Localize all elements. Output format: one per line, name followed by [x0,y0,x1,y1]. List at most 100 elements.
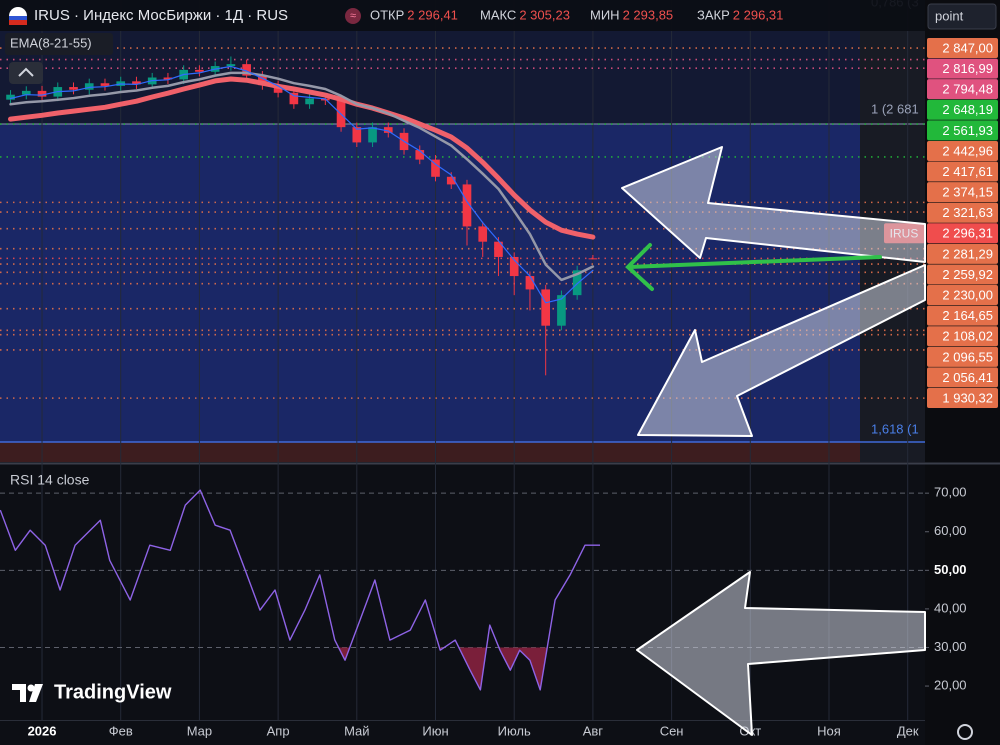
candle-body [525,276,535,290]
candle-body [494,241,503,257]
price-tag-label: 2 794,48 [942,82,993,97]
price-tag [927,223,998,244]
y-tick-label: 60,00 [934,523,967,538]
ohlc-value: 2 293,85 [623,7,674,22]
candle-body [588,258,598,260]
ema-line [9,71,595,282]
x-tick-label: Авг [583,723,604,738]
price-tag-label: 2 847,00 [942,40,993,55]
candle-body [557,295,566,326]
green-arrow-head [625,243,654,291]
candle-body [368,127,377,143]
arrow-drawing[interactable] [637,264,926,437]
collapse-button[interactable] [9,62,43,84]
price-tag [927,202,998,223]
price-tag [927,99,998,120]
price-tag [927,79,998,100]
candle-body [258,75,267,86]
rsi-line [0,489,600,691]
indicator-box[interactable] [5,33,113,55]
x-tick-label: Июн [422,723,448,738]
candle-body [100,83,110,86]
candle-body [383,127,393,133]
ohlc-value: 2 296,41 [407,7,458,22]
candle-body [289,92,299,105]
ohlc-label: МИН [590,7,620,22]
candle-body [415,150,425,160]
candle-body [446,176,456,185]
ohlc-value: 2 296,31 [733,7,784,22]
price-tag [927,38,998,58]
price-tag-label: 2 230,00 [942,287,993,302]
candle-body [163,77,173,80]
price-tag-label: 2 648,19 [942,102,993,117]
indicator-label: EMA(8-21-55) [10,35,92,50]
price-tag [927,161,998,182]
price-tag-label: 2 374,15 [942,185,993,200]
candle-body [195,69,204,72]
rsi-pane [0,489,925,691]
price-tag-label: 1 930,32 [942,390,993,405]
candle-body [84,83,94,90]
x-tick-label: Мар [187,723,212,738]
candle-body [431,159,440,177]
flag-icon [9,16,27,20]
rsi-oversold-fill [0,647,600,690]
price-tag [927,326,998,347]
candle-body [6,94,15,100]
candle-body [242,64,251,76]
candle-body [509,256,519,277]
candle-body [273,85,283,93]
price-tag-label: 2 417,61 [942,164,993,179]
price-tag [927,182,998,203]
price-pane [0,47,925,399]
y-tick-label: 40,00 [934,600,967,615]
price-tag-label: 2 281,29 [942,246,993,261]
fib-label: 1 (2 681 [871,101,919,116]
price-tag [927,388,998,408]
price-tag-label: 2 296,31 [942,226,993,241]
tv-logo-mark [27,684,35,692]
source-icon [345,8,361,24]
x-tick-label: 2026 [28,723,57,738]
candle-body [21,90,31,95]
arrow-drawings [621,146,926,736]
price-tag-label: 2 096,55 [942,349,993,364]
price-tag-label: 2 259,92 [942,267,993,282]
price-tag [927,120,998,141]
price-tag-label: 2 561,93 [942,123,993,138]
settings-icon[interactable] [957,724,973,740]
collapse-icon [18,67,34,77]
arrow-drawing[interactable] [621,146,926,263]
price-tag [927,264,998,285]
price-tag-label: 2 442,96 [942,143,993,158]
ohlc-label: ЗАКР [697,7,730,22]
candle-body [352,127,362,143]
rsi-title: RSI 14 close [10,472,90,488]
x-tick-label: Июль [498,723,531,738]
ohlc-header: ОТКР 2 296,41 МАКС 2 305,23 МИН 2 293,85 ЗАКР 2… [370,7,783,22]
price-tag [927,346,998,367]
candle-body [37,90,47,97]
x-tick-label: Фев [109,723,133,738]
candle-body [572,270,582,296]
candle-body [69,87,78,90]
symbol-title: IRUS · Индекс МосБиржи · 1Д · RUS [34,7,288,24]
fib-zone-bottom [0,442,860,462]
input-box[interactable] [927,3,997,30]
tv-logo-mark [12,684,26,702]
arrow-drawing[interactable] [636,571,926,736]
x-tick-label: Дек [897,723,919,738]
price-tag-label: 2 321,63 [942,205,993,220]
green-arrow-shaft [628,255,882,269]
branding: TradingView [54,681,172,703]
price-tag-label: 2 056,41 [942,370,993,385]
price-tag-label: 2 816,99 [942,61,993,76]
x-tick-label: Апр [267,723,290,738]
input-text: point [935,8,964,23]
header-bar [0,0,925,31]
candle-body [305,98,314,105]
candle-body [132,81,141,85]
price-tag-label: 2 108,02 [942,329,993,344]
